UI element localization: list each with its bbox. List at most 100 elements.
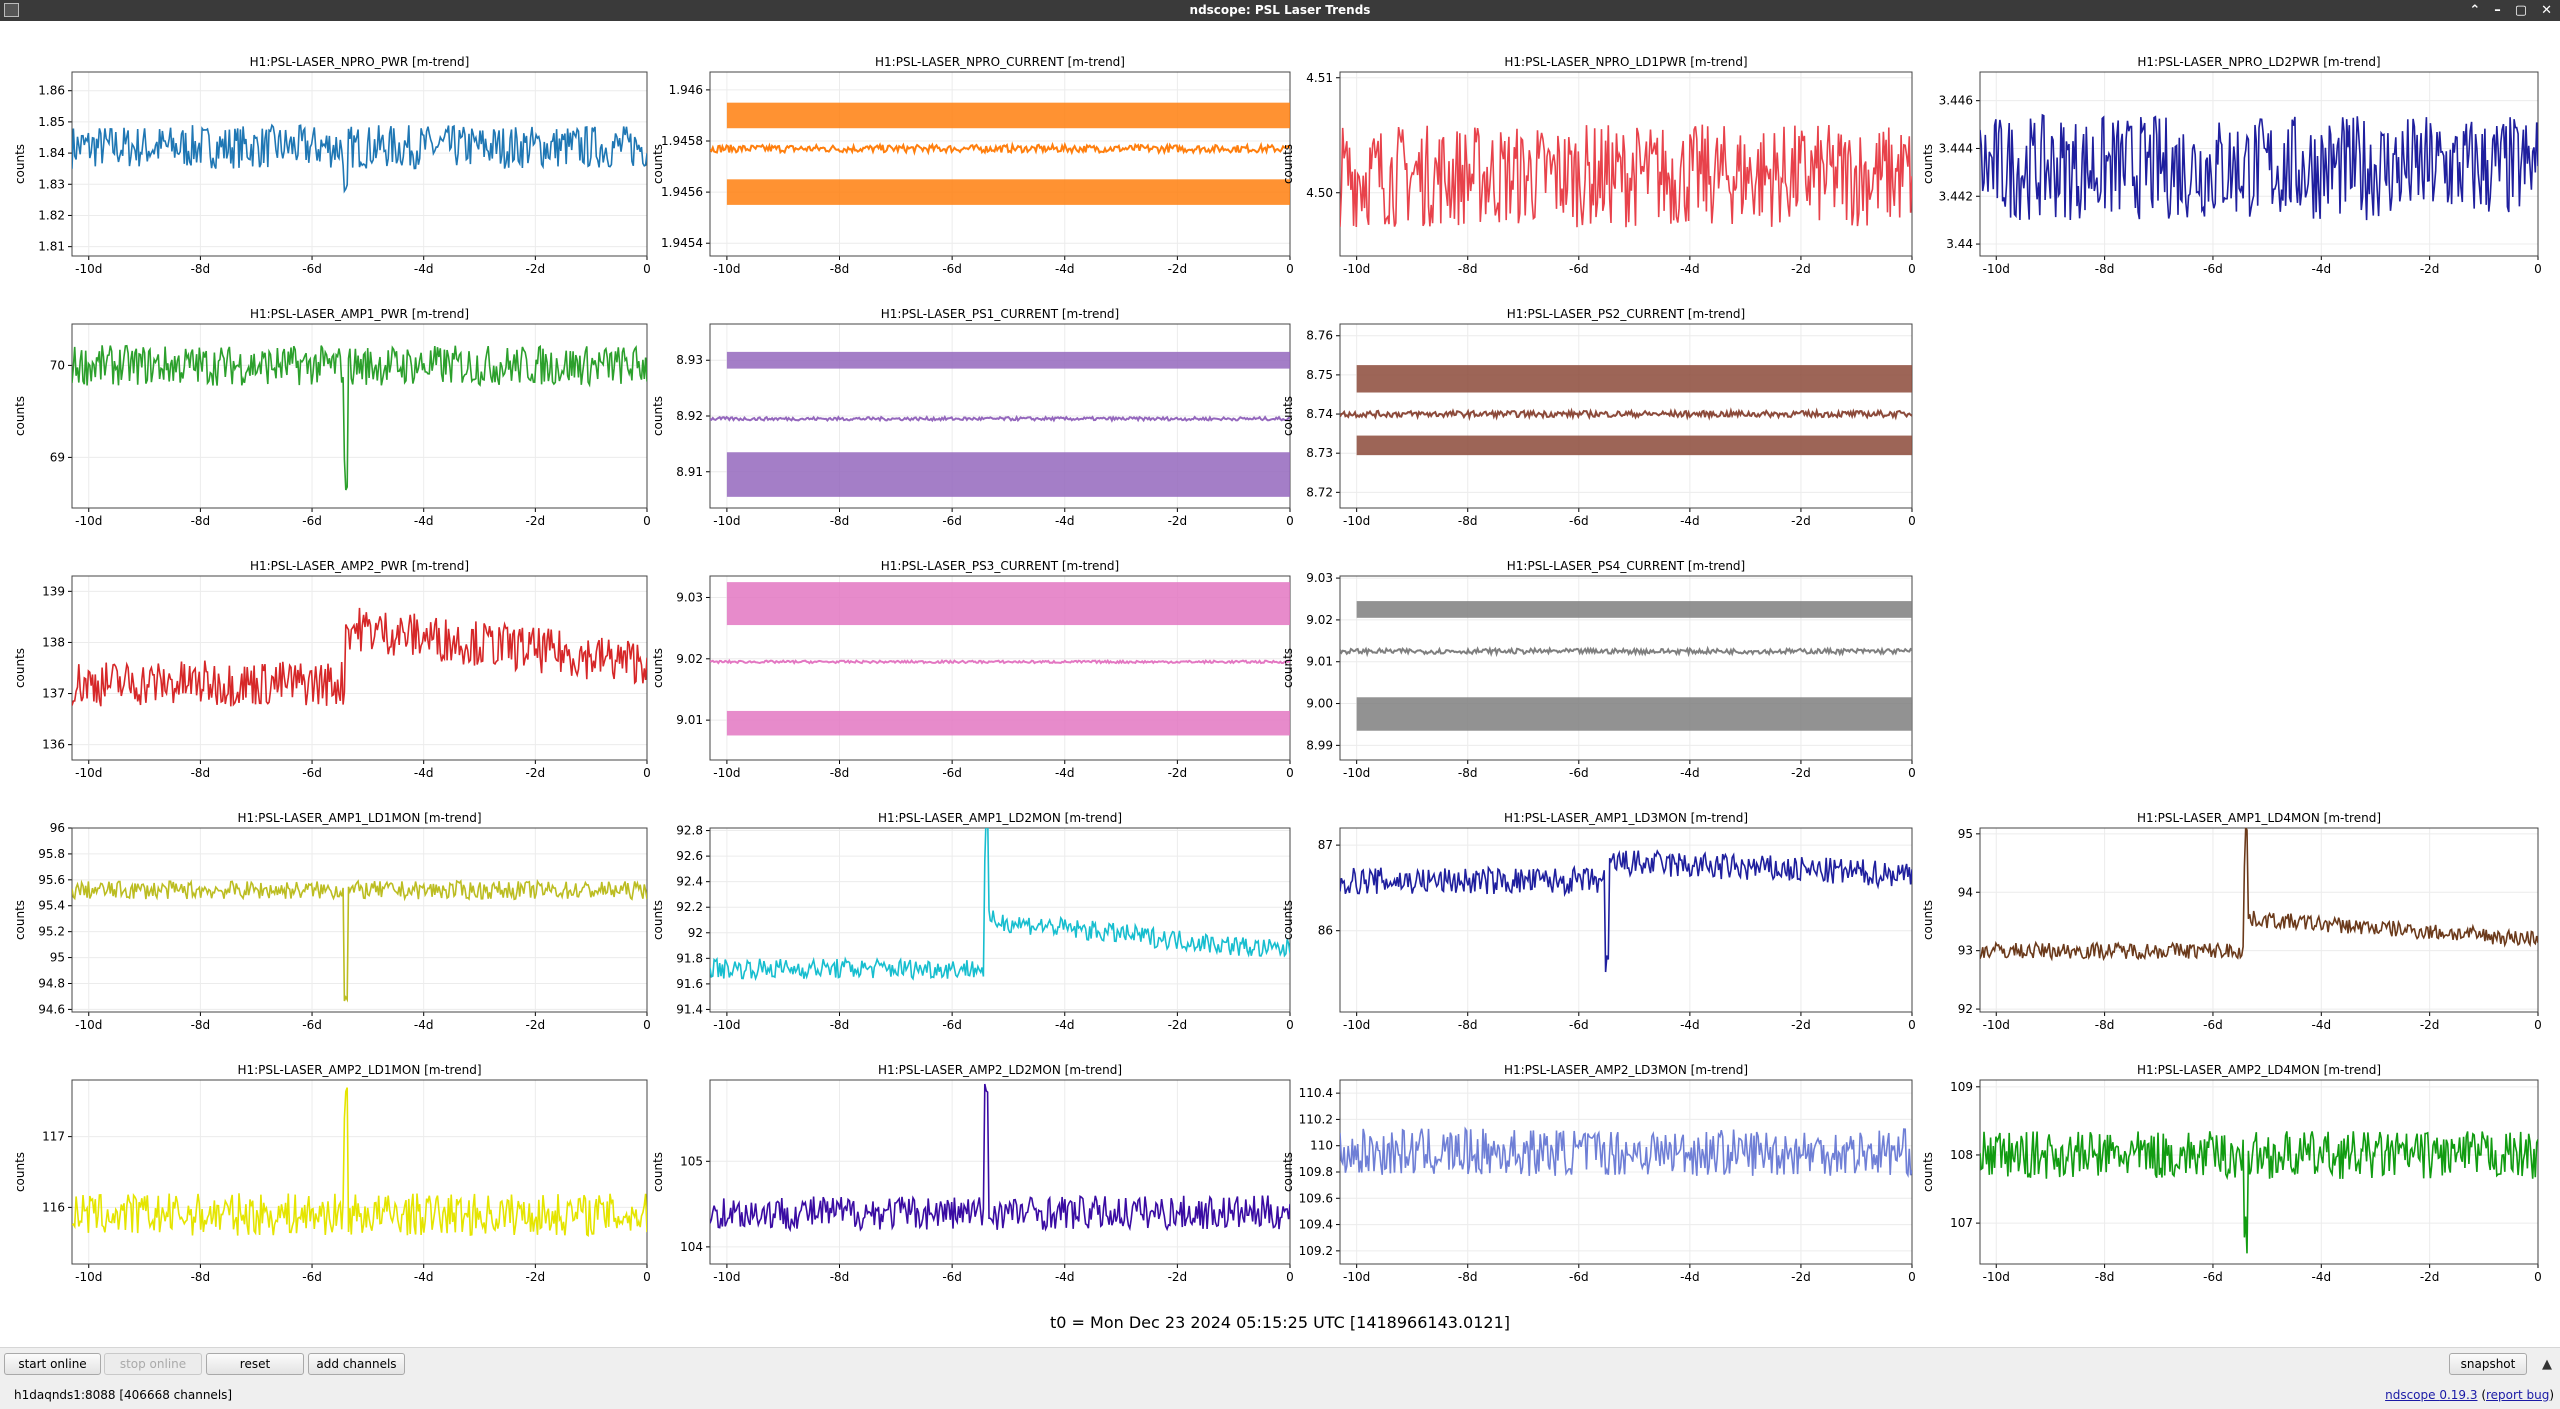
x-tick-label: 0 <box>1286 1270 1294 1284</box>
y-tick-label: 1.84 <box>38 146 65 160</box>
x-tick-label: -10d <box>713 514 740 528</box>
data-trace <box>72 1087 647 1237</box>
x-tick-label: -10d <box>1343 766 1370 780</box>
x-tick-label: -10d <box>75 514 102 528</box>
y-tick-label: 92.4 <box>676 875 703 889</box>
server-address: h1daqnds1:8088 <box>14 1388 116 1402</box>
y-axis-label: counts <box>1281 900 1295 940</box>
y-tick-label: 1.86 <box>38 84 65 98</box>
x-tick-label: -2d <box>1791 766 1811 780</box>
plot-title: H1:PSL-LASER_AMP2_LD1MON [m-trend] <box>237 1063 481 1077</box>
y-axis-label: counts <box>1281 144 1295 184</box>
data-band <box>726 179 1290 205</box>
start-online-button[interactable]: start online <box>4 1353 101 1375</box>
y-tick-label: 3.442 <box>1939 189 1973 203</box>
x-tick-label: -8d <box>191 514 211 528</box>
close-icon[interactable]: ✕ <box>2541 3 2552 18</box>
version-link[interactable]: 0.19.3 <box>2439 1388 2478 1402</box>
x-tick-label: -8d <box>830 766 850 780</box>
y-axis-label: counts <box>1281 648 1295 688</box>
y-tick-label: 8.75 <box>1306 368 1333 382</box>
x-tick-label: -10d <box>1983 1018 2010 1032</box>
y-axis-label: counts <box>1921 144 1935 184</box>
version-info: ndscope 0.19.3 (report bug) <box>2385 1388 2554 1402</box>
snapshot-button[interactable]: snapshot <box>2449 1353 2527 1375</box>
x-tick-label: 0 <box>643 766 651 780</box>
x-tick-label: -4d <box>414 514 434 528</box>
data-trace <box>710 1083 1290 1233</box>
y-tick-label: 4.50 <box>1306 186 1333 200</box>
y-tick-label: 109.6 <box>1299 1191 1333 1205</box>
x-tick-label: -2d <box>1791 262 1811 276</box>
data-trace <box>1980 113 2538 221</box>
x-tick-label: -8d <box>1458 514 1478 528</box>
shade-icon[interactable]: ⌃ <box>2469 3 2481 18</box>
x-tick-label: -10d <box>713 1018 740 1032</box>
plot-title: H1:PSL-LASER_AMP1_PWR [m-trend] <box>250 307 469 321</box>
x-tick-label: 0 <box>1908 262 1916 276</box>
data-band <box>726 102 1290 129</box>
y-tick-label: 138 <box>42 635 65 649</box>
plot-title: H1:PSL-LASER_AMP1_LD2MON [m-trend] <box>878 811 1122 825</box>
x-tick-label: -8d <box>830 1270 850 1284</box>
y-tick-label: 92 <box>1958 1002 1973 1016</box>
y-tick-label: 9.02 <box>676 652 703 666</box>
plot-title: H1:PSL-LASER_NPRO_CURRENT [m-trend] <box>875 55 1125 69</box>
x-tick-label: -4d <box>1680 766 1700 780</box>
x-tick-label: -6d <box>302 262 322 276</box>
x-tick-label: -6d <box>302 514 322 528</box>
x-tick-label: -6d <box>2203 1270 2223 1284</box>
x-tick-label: -2d <box>1168 514 1188 528</box>
y-axis-label: counts <box>651 900 665 940</box>
plots-canvas[interactable]: H1:PSL-LASER_NPRO_PWR [m-trend] -10d -8d -6… <box>0 22 2560 1322</box>
report-bug-link[interactable]: report bug <box>2486 1388 2550 1402</box>
minimize-icon[interactable]: – <box>2494 3 2501 18</box>
maximize-icon[interactable]: ▢ <box>2514 3 2528 18</box>
y-tick-label: 4.51 <box>1306 71 1333 85</box>
server-status: h1daqnds1:8088 [406668 channels] <box>14 1388 232 1402</box>
x-tick-label: -2d <box>526 262 546 276</box>
y-tick-label: 136 <box>42 738 65 752</box>
x-tick-label: 0 <box>1908 514 1916 528</box>
y-tick-label: 94 <box>1958 885 1973 899</box>
data-trace <box>1340 124 1912 228</box>
plot-title: H1:PSL-LASER_AMP2_LD4MON [m-trend] <box>2137 1063 2381 1077</box>
version-prefix-link[interactable]: ndscope <box>2385 1388 2440 1402</box>
expand-arrow-icon[interactable]: ▲ <box>2542 1357 2552 1372</box>
plot-panel: H1:PSL-LASER_NPRO_PWR [m-trend] -10d -8d -6… <box>13 55 651 276</box>
data-band <box>1356 601 1912 618</box>
y-tick-label: 8.72 <box>1306 485 1333 499</box>
plot-grid[interactable]: H1:PSL-LASER_NPRO_PWR [m-trend] -10d -8d -6… <box>0 22 2560 1322</box>
y-tick-label: 1.9458 <box>661 134 703 148</box>
reset-button[interactable]: reset <box>206 1353 304 1375</box>
x-tick-label: -10d <box>713 262 740 276</box>
x-tick-label: -2d <box>1791 1018 1811 1032</box>
data-band <box>1356 435 1912 456</box>
x-tick-label: -10d <box>713 766 740 780</box>
y-tick-label: 108 <box>1950 1148 1973 1162</box>
x-tick-label: -4d <box>1680 1018 1700 1032</box>
x-tick-label: -2d <box>1168 262 1188 276</box>
x-tick-label: -2d <box>1168 766 1188 780</box>
y-tick-label: 93 <box>1958 944 1973 958</box>
x-tick-label: -4d <box>1680 1270 1700 1284</box>
status-bar: h1daqnds1:8088 [406668 channels] ndscope… <box>0 1382 2560 1409</box>
y-tick-label: 95 <box>50 951 65 965</box>
plot-frame <box>1979 1079 2539 1265</box>
x-tick-label: -6d <box>1569 1270 1589 1284</box>
data-trace <box>710 414 1290 423</box>
plot-panel: H1:PSL-LASER_AMP2_PWR [m-trend] -10d -8d -6… <box>13 559 651 780</box>
y-tick-label: 95.4 <box>38 899 65 913</box>
y-tick-label: 1.946 <box>669 83 703 97</box>
stop-online-button[interactable]: stop online <box>104 1353 202 1375</box>
x-tick-label: -10d <box>75 1270 102 1284</box>
plot-panel: H1:PSL-LASER_AMP2_LD3MON [m-trend] -10d -8… <box>1281 1063 1916 1284</box>
x-tick-label: 0 <box>1286 262 1294 276</box>
x-tick-label: -8d <box>1458 766 1478 780</box>
data-trace <box>1340 407 1912 422</box>
plot-panel: H1:PSL-LASER_NPRO_LD2PWR [m-trend] -10d -8… <box>1921 55 2542 276</box>
x-tick-label: 0 <box>643 1018 651 1032</box>
x-tick-label: -10d <box>75 1018 102 1032</box>
add-channels-button[interactable]: add channels <box>308 1353 405 1375</box>
y-tick-label: 9.01 <box>1306 655 1333 669</box>
